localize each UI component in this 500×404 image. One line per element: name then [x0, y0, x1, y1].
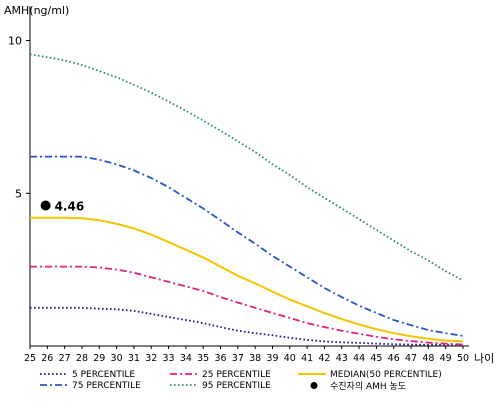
x-tick-label: 38	[249, 353, 261, 364]
series-line-2	[30, 216, 464, 343]
x-tick-label: 37	[232, 353, 244, 364]
x-tick-label: 31	[128, 353, 140, 364]
x-tick-label: 50	[457, 353, 469, 364]
legend-label-0: 5 PERCENTILE	[72, 370, 135, 380]
patient-amh-value-label: 4.46	[55, 199, 85, 213]
legend-label-3: 75 PERCENTILE	[72, 381, 141, 391]
x-tick-label: 29	[93, 353, 105, 364]
x-tick-label: 39	[266, 353, 278, 364]
x-axis-title: 나이	[474, 352, 494, 365]
x-tick-label: 35	[197, 353, 209, 364]
x-tick-label: 30	[111, 353, 123, 364]
x-tick-label: 26	[41, 353, 53, 364]
x-tick-label: 33	[163, 353, 175, 364]
x-tick-label: 27	[59, 353, 71, 364]
x-tick-label: 46	[388, 353, 400, 364]
series-line-4	[29, 53, 464, 282]
series-line-1	[30, 265, 464, 346]
legend-label-2: MEDIAN(50 PERCENTILE)	[330, 370, 442, 380]
x-tick-label: 34	[180, 353, 192, 364]
series-line-0	[30, 306, 464, 346]
x-tick-label: 42	[318, 353, 330, 364]
x-tick-label: 43	[336, 353, 348, 364]
x-tick-label: 47	[405, 353, 417, 364]
y-tick-label: 5	[15, 187, 22, 200]
x-tick-label: 28	[76, 353, 88, 364]
legend-point-label: 수진자의 AMH 농도	[330, 381, 406, 392]
x-tick-label: 41	[301, 353, 313, 364]
x-tick-label: 44	[353, 353, 365, 364]
patient-amh-point	[40, 200, 51, 211]
legend-label-1: 25 PERCENTILE	[202, 370, 271, 380]
legend-point-marker	[310, 382, 318, 389]
y-axis-title: AMH(ng/ml)	[4, 4, 69, 17]
y-tick-label: 10	[8, 35, 22, 48]
x-tick-label: 48	[422, 353, 434, 364]
legend-label-4: 95 PERCENTILE	[202, 381, 271, 391]
x-tick-label: 25	[24, 353, 36, 364]
x-tick-label: 49	[440, 353, 452, 364]
x-tick-label: 36	[214, 353, 226, 364]
x-tick-label: 40	[284, 353, 296, 364]
x-tick-label: 32	[145, 353, 157, 364]
x-tick-label: 45	[370, 353, 382, 364]
